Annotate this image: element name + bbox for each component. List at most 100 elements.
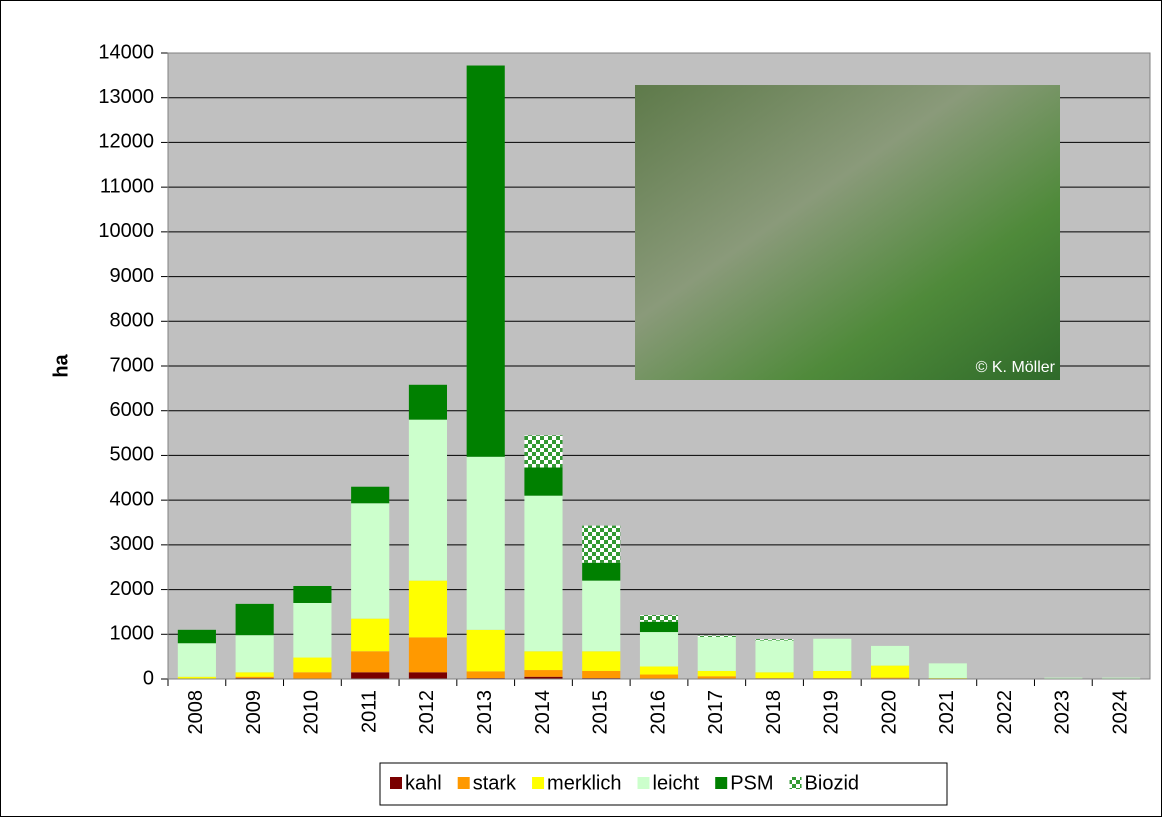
bar-segment [524, 670, 562, 677]
legend-swatch [790, 777, 802, 789]
bar-segment [236, 635, 274, 672]
bar-segment [755, 672, 793, 678]
photo: © K. Möller [635, 85, 1060, 380]
bar-segment [236, 604, 274, 635]
x-tick-label: 2015 [590, 690, 612, 735]
bar-segment [236, 677, 274, 678]
bar-segment [351, 651, 389, 672]
bar-segment [524, 496, 562, 652]
y-tick-label: 6000 [110, 399, 155, 421]
bar-segment [582, 671, 620, 678]
bar-segment [351, 503, 389, 618]
x-tick-label: 2016 [647, 690, 669, 735]
x-tick-label: 2022 [994, 690, 1016, 735]
bar-segment [409, 637, 447, 672]
bar-segment [409, 581, 447, 638]
bar-segment [698, 636, 736, 637]
bar-segment [813, 639, 851, 671]
bar-segment [178, 643, 216, 677]
y-tick-label: 5000 [110, 444, 155, 466]
y-tick-label: 9000 [110, 265, 155, 287]
legend-label: merklich [547, 772, 621, 794]
x-tick-label: 2014 [532, 690, 554, 735]
bar-segment [524, 435, 562, 467]
bar-segment [871, 646, 909, 666]
bar-segment [293, 658, 331, 673]
bar-segment [640, 632, 678, 666]
legend-swatch [532, 777, 544, 789]
bar-segment [351, 672, 389, 679]
bar-segment [813, 671, 851, 678]
legend-swatch [638, 777, 650, 789]
bar-segment [351, 487, 389, 504]
y-tick-label: 0 [143, 667, 154, 689]
x-tick-label: 2008 [185, 690, 207, 735]
bar-segment [755, 639, 793, 640]
bar-segment [351, 619, 389, 652]
bar-segment [640, 666, 678, 674]
x-tick-label: 2011 [358, 690, 380, 733]
y-tick-label: 10000 [98, 220, 154, 242]
legend-swatch [715, 777, 727, 789]
y-tick-label: 4000 [110, 488, 155, 510]
x-tick-label: 2020 [878, 690, 900, 735]
bar-segment [409, 420, 447, 581]
bar-segment [582, 563, 620, 581]
y-tick-label: 1000 [110, 623, 155, 645]
bar-segment [698, 637, 736, 671]
y-tick-label: 7000 [110, 354, 155, 376]
bar-segment [698, 671, 736, 676]
y-tick-label: 14000 [98, 41, 154, 63]
bar-segment [582, 526, 620, 563]
x-tick-label: 2017 [705, 690, 727, 735]
bar-segment [582, 581, 620, 652]
bar-segment [178, 630, 216, 643]
y-tick-label: 3000 [110, 533, 155, 555]
bar-segment [524, 468, 562, 496]
legend-label: leicht [653, 772, 700, 794]
legend-swatch [458, 777, 470, 789]
photo-placeholder [635, 85, 1060, 380]
x-tick-label: 2018 [763, 690, 785, 735]
bar-segment [178, 677, 216, 679]
bar-segment [929, 663, 967, 678]
y-tick-label: 8000 [110, 310, 155, 332]
y-tick-label: 12000 [98, 131, 154, 153]
bar-segment [871, 666, 909, 678]
bar-segment [409, 385, 447, 420]
legend-swatch [390, 777, 402, 789]
bar-segment [640, 615, 678, 622]
bar-segment [640, 622, 678, 632]
bar-segment [293, 672, 331, 679]
legend-label: kahl [405, 772, 442, 794]
bar-segment [467, 66, 505, 457]
y-axis-label: ha [50, 353, 72, 377]
bar-segment [582, 651, 620, 671]
bar-segment [467, 671, 505, 678]
x-tick-label: 2009 [243, 690, 265, 735]
bar-segment [755, 641, 793, 673]
bar-segment [236, 672, 274, 676]
bar-segment [293, 586, 331, 603]
y-tick-label: 2000 [110, 578, 155, 600]
bar-segment [467, 630, 505, 672]
x-tick-label: 2021 [936, 690, 958, 735]
legend-label: stark [473, 772, 517, 794]
x-tick-label: 2012 [416, 690, 438, 735]
x-tick-label: 2010 [301, 690, 323, 735]
y-tick-label: 11000 [100, 175, 154, 197]
bar-segment [524, 651, 562, 670]
x-tick-label: 2023 [1052, 690, 1074, 735]
x-tick-label: 2019 [821, 690, 843, 735]
bar-segment [640, 675, 678, 679]
bar-segment [293, 603, 331, 658]
x-tick-label: 2024 [1109, 690, 1131, 735]
photo-credit: © K. Möller [976, 359, 1056, 376]
x-tick-label: 2013 [474, 690, 496, 735]
bar-segment [409, 672, 447, 679]
bar-segment [467, 457, 505, 630]
y-tick-label: 13000 [98, 86, 154, 108]
legend-label: PSM [730, 772, 773, 794]
